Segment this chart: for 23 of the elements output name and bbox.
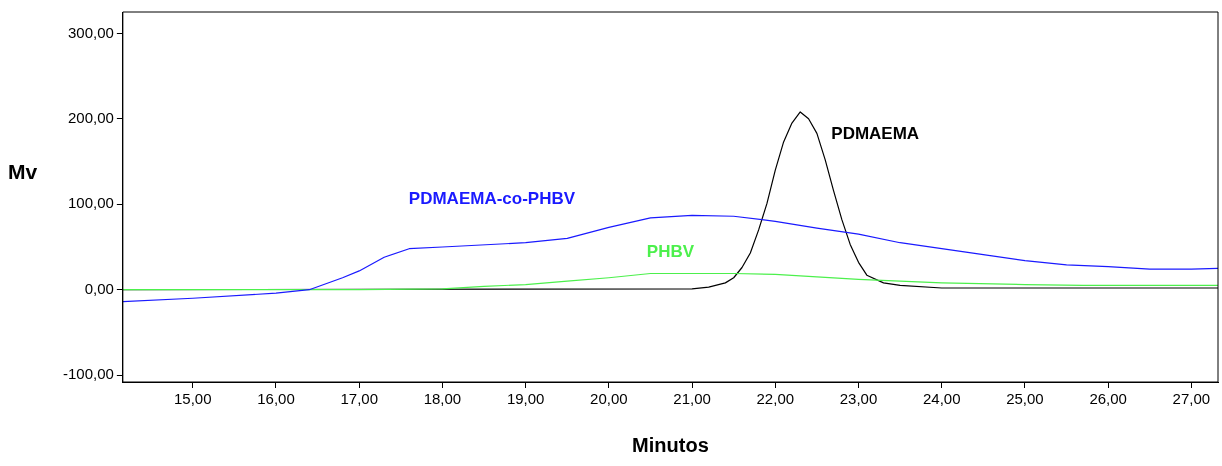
x-axis-title: Minutos [632,433,709,456]
y-tick-label: 0,00 [84,279,114,297]
x-tick-label: 19,00 [506,390,545,408]
x-tick-label: 15,00 [174,390,212,408]
x-tick-label: 20,00 [590,390,628,408]
x-tick-label: 22,00 [756,390,795,408]
x-tick-label: 26,00 [1089,390,1127,408]
x-tick-label: 23,00 [839,390,878,408]
y-axis-title: Mv [8,160,38,184]
series-label: PHBV [646,242,695,262]
x-tick-label: 21,00 [673,390,711,408]
y-tick-label: -100,00 [63,365,114,383]
series-label: PDMAEMA-co-PHBV [408,188,576,208]
y-tick-label: 100,00 [67,194,114,212]
series-label: PDMAEMA [831,123,920,143]
y-tick-label: 300,00 [67,23,114,41]
y-tick-label: 200,00 [67,108,114,126]
x-tick-label: 16,00 [257,390,295,408]
x-tick-label: 18,00 [423,390,462,408]
x-tick-label: 17,00 [340,390,378,408]
x-tick-label: 27,00 [1172,390,1211,408]
x-tick-label: 24,00 [922,390,961,408]
x-tick-label: 25,00 [1006,390,1044,408]
